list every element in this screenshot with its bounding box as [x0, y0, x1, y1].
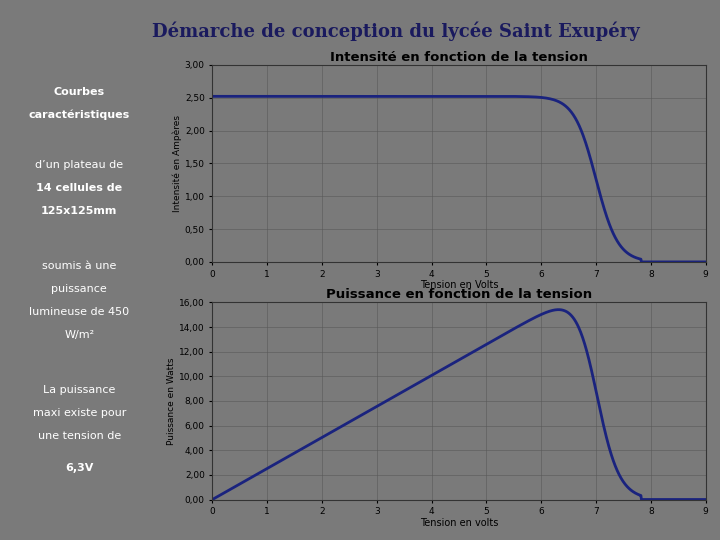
Text: 125x125mm: 125x125mm — [41, 206, 117, 216]
Text: Courbes: Courbes — [53, 86, 105, 97]
Text: maxi existe pour: maxi existe pour — [32, 408, 126, 418]
Title: Intensité en fonction de la tension: Intensité en fonction de la tension — [330, 51, 588, 64]
X-axis label: Tension en Volts: Tension en Volts — [420, 280, 498, 290]
Title: Puissance en fonction de la tension: Puissance en fonction de la tension — [326, 288, 592, 301]
Text: 6,3V: 6,3V — [65, 463, 94, 473]
Text: W/m²: W/m² — [64, 330, 94, 340]
Text: Démarche de conception du lycée Saint Exupéry: Démarche de conception du lycée Saint Ex… — [152, 21, 640, 41]
Text: puissance: puissance — [51, 284, 107, 294]
Y-axis label: Intensité en Ampères: Intensité en Ampères — [173, 115, 182, 212]
Y-axis label: Puissance en Watts: Puissance en Watts — [167, 357, 176, 445]
Text: soumis à une: soumis à une — [42, 261, 117, 271]
Text: d’un plateau de: d’un plateau de — [35, 160, 123, 170]
Text: caractéristiques: caractéristiques — [29, 109, 130, 120]
X-axis label: Tension en volts: Tension en volts — [420, 517, 498, 528]
Text: 14 cellules de: 14 cellules de — [36, 183, 122, 193]
Text: lumineuse de 450: lumineuse de 450 — [29, 307, 130, 317]
Text: une tension de: une tension de — [37, 431, 121, 441]
Text: La puissance: La puissance — [43, 385, 115, 395]
